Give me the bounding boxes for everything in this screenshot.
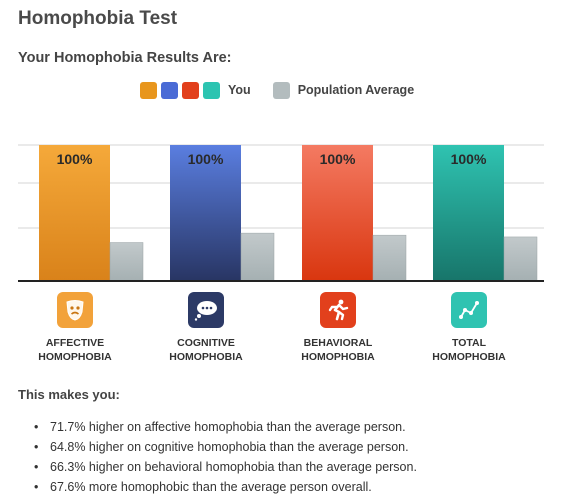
category-behavioral: BEHAVIORAL HOMOPHOBIA	[278, 292, 398, 364]
results-subtitle: Your Homophobia Results Are:	[18, 50, 232, 66]
thought-bubble-icon	[188, 292, 224, 328]
legend-you-label: You	[228, 83, 251, 97]
theater-mask-icon	[57, 292, 93, 328]
bar-value-label: 100%	[451, 151, 487, 167]
legend-swatch-affective	[140, 81, 157, 99]
category-label: TOTAL HOMOPHOBIA	[432, 337, 506, 363]
legend-swatch-cognitive	[161, 81, 178, 99]
bar-you	[302, 145, 373, 281]
summary-item: 64.8% higher on cognitive homophobia tha…	[34, 437, 417, 457]
chart-legend: You Population Average	[140, 81, 414, 99]
category-cognitive: COGNITIVE HOMOPHOBIA	[146, 292, 266, 364]
bar-value-label: 100%	[188, 151, 224, 167]
category-affective: AFFECTIVE HOMOPHOBIA	[15, 292, 135, 364]
summary-item: 66.3% higher on behavioral homophobia th…	[34, 457, 417, 477]
category-label: AFFECTIVE HOMOPHOBIA	[38, 337, 112, 363]
legend-average-label: Population Average	[297, 83, 415, 97]
category-label: BEHAVIORAL HOMOPHOBIA	[301, 337, 375, 363]
running-person-icon	[320, 292, 356, 328]
summary-intro: This makes you:	[18, 387, 120, 402]
line-graph-icon	[451, 292, 487, 328]
bar-chart: 100% 100% 100% 100%	[18, 144, 544, 282]
category-label: COGNITIVE HOMOPHOBIA	[169, 337, 243, 363]
bar-you	[433, 145, 504, 281]
bar-population-average	[372, 234, 407, 282]
category-total: TOTAL HOMOPHOBIA	[409, 292, 529, 364]
bar-population-average	[240, 232, 275, 282]
page-title: Homophobia Test	[18, 8, 178, 29]
legend-swatch-average	[272, 81, 290, 99]
summary-item: 67.6% more homophobic than the average p…	[34, 477, 417, 497]
legend-swatch-behavioral	[182, 81, 199, 99]
bar-value-label: 100%	[320, 151, 356, 167]
summary-list: 71.7% higher on affective homophobia tha…	[34, 417, 417, 497]
bar-you	[170, 145, 241, 281]
bar-value-label: 100%	[57, 151, 93, 167]
bar-you	[39, 145, 110, 281]
bar-population-average	[503, 236, 538, 282]
summary-item: 71.7% higher on affective homophobia tha…	[34, 417, 417, 437]
bar-population-average	[109, 242, 144, 282]
legend-swatch-total	[203, 81, 220, 99]
